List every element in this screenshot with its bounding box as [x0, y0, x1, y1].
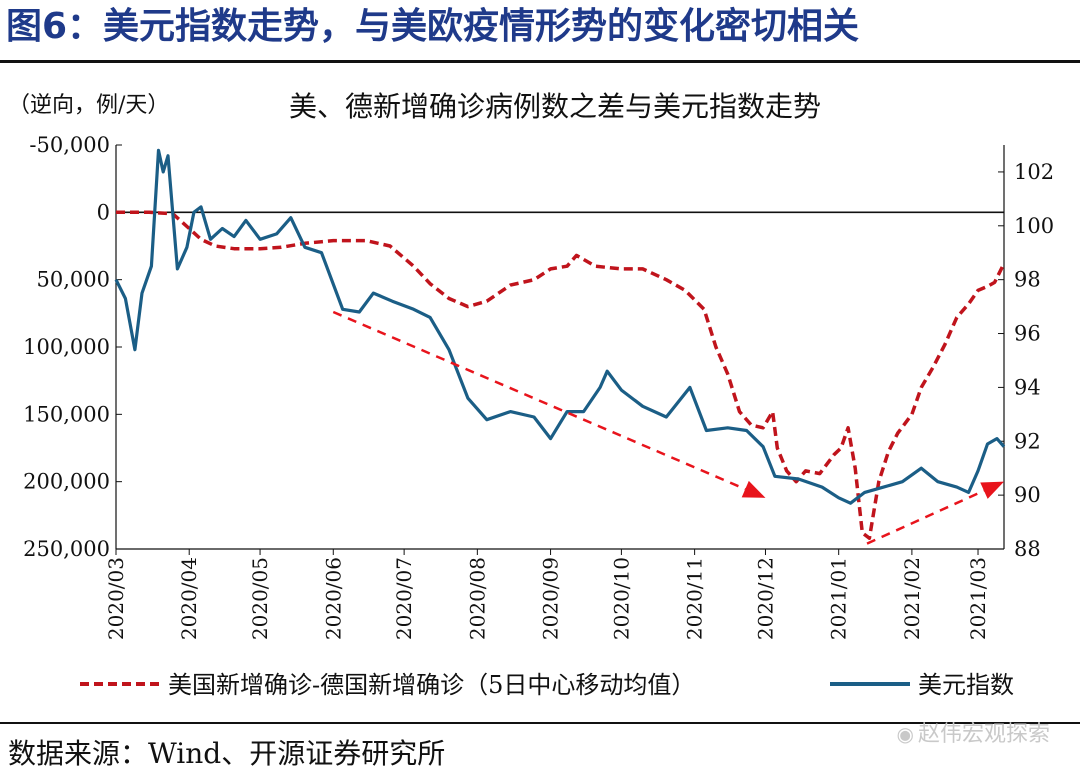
- left-tick-label: 100,000: [23, 335, 110, 359]
- x-tick-label: 2021/02: [900, 557, 924, 640]
- x-tick-label: 2020/12: [753, 557, 777, 640]
- right-tick-label: 100: [1014, 214, 1054, 238]
- cases-diff-line: [116, 210, 1006, 540]
- left-tick-label: 250,000: [23, 537, 110, 561]
- chart-title: 美、德新增确诊病例数之差与美元指数走势: [289, 90, 821, 123]
- left-tick-label: 0: [97, 200, 110, 224]
- legend-label-cases: 美国新增确诊-德国新增确诊（5日中心移动均值）: [168, 671, 695, 699]
- x-tick-label: 2021/01: [827, 557, 851, 640]
- trend-arrowhead-down-right: [741, 480, 766, 498]
- left-tick-label: 200,000: [23, 470, 110, 494]
- watermark: ◉ 赵伟宏观探索: [897, 716, 1050, 748]
- trend-arrow-up-right: [866, 489, 985, 545]
- x-tick-label: 2020/08: [465, 557, 489, 640]
- right-tick-label: 92: [1014, 429, 1041, 453]
- dxy-line: [114, 148, 1006, 505]
- plot-lines: [114, 148, 1006, 540]
- x-tick-label: 2020/03: [104, 557, 128, 640]
- left-axis-label: （逆向，例/天）: [8, 93, 169, 118]
- right-tick-label: 102: [1014, 160, 1054, 184]
- x-tick-label: 2020/04: [177, 557, 201, 640]
- x-tick-label: 2020/10: [609, 557, 633, 640]
- watermark-text: 赵伟宏观探索: [917, 722, 1050, 747]
- x-tick-label: 2020/05: [248, 557, 272, 640]
- trend-arrows: [332, 310, 1004, 545]
- x-tick-label: 2020/09: [539, 557, 563, 640]
- left-tick-label: -50,000: [29, 133, 110, 157]
- chart: 美、德新增确诊病例数之差与美元指数走势 （逆向，例/天） -50,000 0 50,…: [8, 90, 1054, 699]
- trend-arrow-down-right: [332, 310, 746, 491]
- source-rule: [0, 722, 1080, 724]
- right-tick-label: 88: [1014, 537, 1041, 561]
- figure-title: 图6：美元指数走势，与美欧疫情形势的变化密切相关: [6, 6, 860, 47]
- trend-arrowhead-up-right: [980, 481, 1004, 499]
- axes: -50,000 0 50,000 100,000 150,000 200,000 250,0…: [23, 133, 1054, 640]
- right-tick-label: 94: [1014, 375, 1041, 399]
- right-tick-label: 96: [1014, 322, 1041, 346]
- wechat-icon: ◉: [896, 722, 914, 746]
- x-tick-label: 2020/07: [392, 557, 416, 640]
- left-tick-label: 50,000: [37, 268, 110, 292]
- x-tick-label: 2020/11: [683, 557, 707, 640]
- legend: 美国新增确诊-德国新增确诊（5日中心移动均值） 美元指数: [80, 671, 1014, 699]
- left-tick-label: 150,000: [23, 402, 110, 426]
- x-tick-label: 2021/03: [966, 557, 990, 640]
- title-rule: [0, 60, 1080, 63]
- data-source: 数据来源：Wind、开源证券研究所: [8, 737, 446, 770]
- legend-label-dxy: 美元指数: [918, 671, 1014, 699]
- right-tick-label: 98: [1014, 268, 1041, 292]
- x-tick-label: 2020/06: [321, 557, 345, 640]
- right-tick-label: 90: [1014, 483, 1041, 507]
